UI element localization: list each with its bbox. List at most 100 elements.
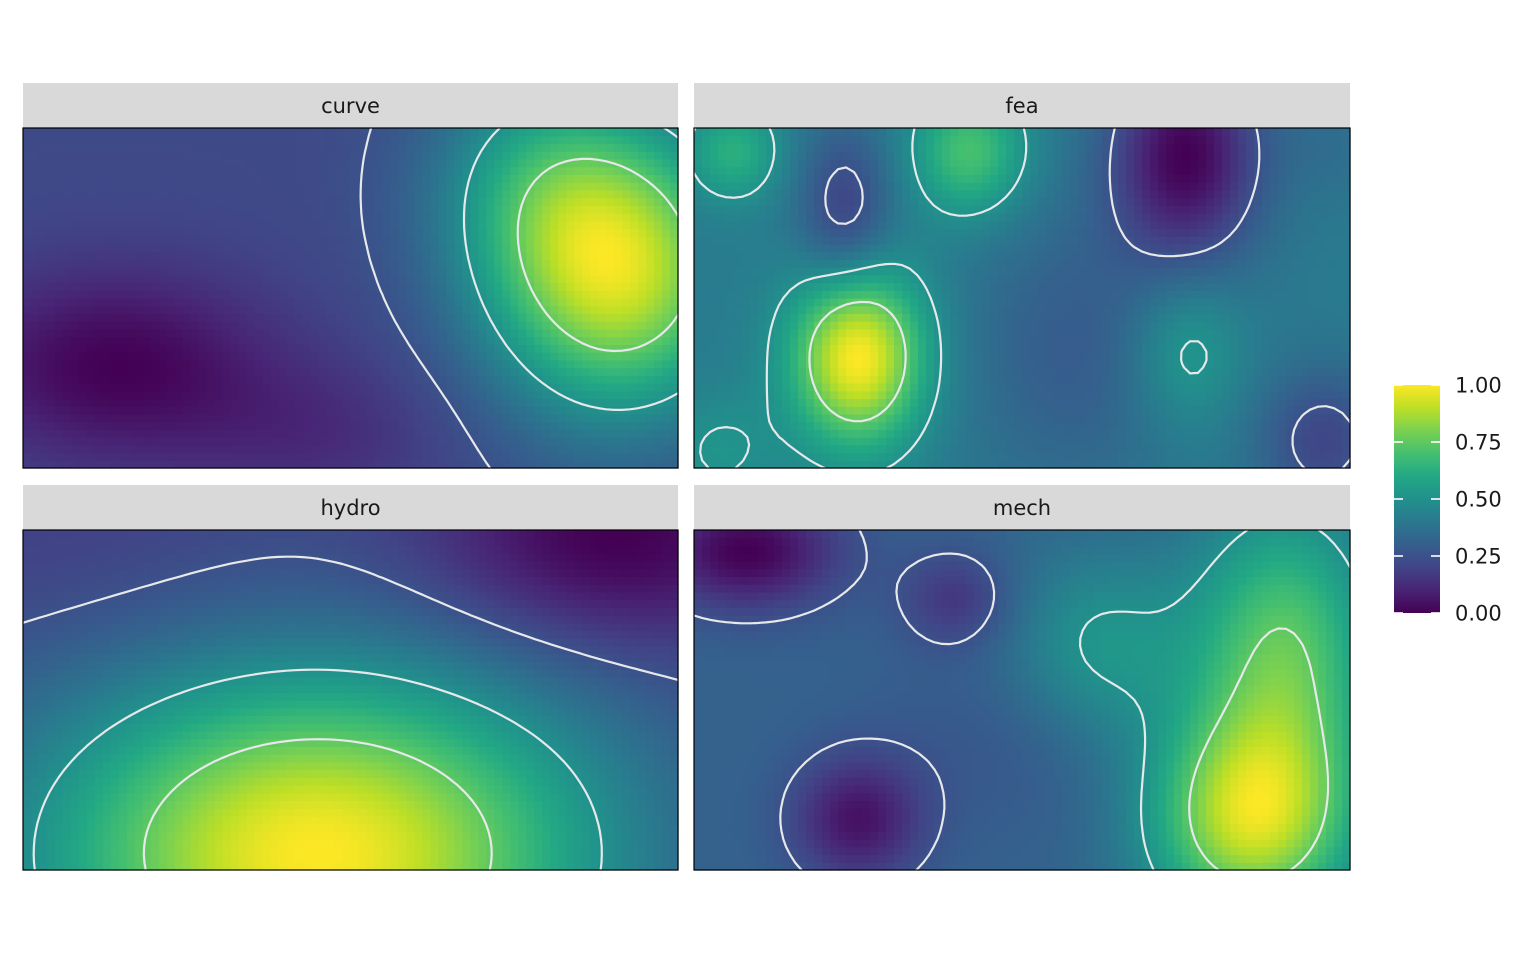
heatmap-tile	[526, 228, 535, 237]
heatmap-tile	[446, 135, 455, 145]
heatmap-tile	[1166, 359, 1175, 369]
heatmap-tile	[486, 259, 495, 268]
heatmap-tile	[494, 228, 503, 237]
heatmap-tile	[198, 135, 208, 145]
heatmap-tile	[38, 213, 48, 222]
heatmap-tile	[734, 367, 743, 376]
heatmap-tile	[126, 298, 136, 307]
heatmap-tile	[550, 336, 559, 345]
heatmap-tile	[1150, 406, 1159, 415]
heatmap-tile	[86, 406, 96, 415]
heatmap-tile	[422, 135, 431, 145]
heatmap-tile	[94, 251, 104, 260]
heatmap-tile	[598, 367, 607, 376]
heatmap-tile	[390, 259, 400, 268]
heatmap-tile	[550, 406, 559, 415]
heatmap-tile	[1142, 359, 1151, 369]
heatmap-tile	[46, 352, 56, 361]
heatmap-tile	[598, 421, 607, 430]
heatmap-tile	[438, 251, 447, 260]
heatmap-tile	[310, 251, 320, 260]
heatmap-tile	[78, 429, 88, 438]
heatmap-tile	[46, 189, 56, 199]
heatmap-tile	[262, 444, 272, 454]
heatmap-tile	[1286, 460, 1295, 469]
heatmap-tile	[222, 406, 232, 415]
heatmap-tile	[862, 398, 871, 407]
heatmap-tile	[310, 444, 320, 454]
heatmap-tile	[646, 189, 655, 199]
heatmap-tile	[1254, 344, 1263, 353]
strip-background	[694, 83, 1350, 128]
heatmap-tile	[1286, 344, 1295, 353]
heatmap-tile	[358, 182, 368, 191]
heatmap-tile	[198, 367, 208, 376]
heatmap-tile	[126, 243, 136, 253]
heatmap-tile	[398, 444, 408, 454]
heatmap-tile	[294, 128, 304, 137]
heatmap-tile	[174, 174, 184, 183]
heatmap-tile	[1342, 429, 1351, 438]
heatmap-tile	[390, 313, 400, 322]
heatmap-tile	[302, 158, 312, 168]
heatmap-tile	[630, 390, 639, 400]
heatmap-tile	[430, 375, 439, 384]
heatmap-tile	[270, 166, 280, 175]
heatmap-tile	[438, 398, 447, 407]
heatmap-tile	[462, 298, 471, 307]
heatmap-tile	[70, 220, 80, 230]
heatmap-tile	[262, 437, 272, 446]
heatmap-tile	[542, 437, 551, 446]
heatmap-tile	[854, 429, 863, 438]
heatmap-tile	[422, 267, 431, 276]
heatmap-tile	[166, 259, 176, 268]
heatmap-tile	[574, 359, 583, 369]
heatmap-tile	[1102, 344, 1111, 353]
heatmap-tile	[350, 282, 360, 291]
heatmap-tile	[542, 267, 551, 276]
heatmap-tile	[558, 243, 567, 253]
heatmap-tile	[1190, 375, 1199, 384]
heatmap-tile	[30, 213, 40, 222]
heatmap-tile	[566, 290, 575, 299]
heatmap-tile	[422, 128, 431, 137]
heatmap-tile	[294, 375, 304, 384]
heatmap-tile	[1078, 444, 1087, 454]
heatmap-tile	[198, 352, 208, 361]
heatmap-tile	[494, 460, 503, 469]
heatmap-tile	[582, 437, 591, 446]
heatmap-tile	[262, 375, 272, 384]
heatmap-tile	[454, 344, 463, 353]
heatmap-tile	[1094, 367, 1103, 376]
heatmap-tile	[326, 444, 336, 454]
heatmap-tile	[670, 413, 679, 423]
heatmap-tile	[638, 398, 647, 407]
heatmap-tile	[294, 274, 304, 284]
heatmap-tile	[862, 460, 871, 469]
heatmap-tile	[486, 282, 495, 291]
heatmap-tile	[230, 321, 240, 330]
heatmap-tile	[710, 444, 719, 454]
heatmap-tile	[374, 220, 384, 230]
heatmap-tile	[670, 290, 679, 299]
heatmap-tile	[670, 429, 679, 438]
heatmap-tile	[582, 367, 591, 376]
heatmap-tile	[854, 383, 863, 392]
heatmap-tile	[798, 460, 807, 469]
heatmap-tile	[70, 166, 80, 175]
heatmap-tile	[334, 321, 344, 330]
heatmap-tile	[590, 313, 599, 322]
heatmap-tile	[1030, 352, 1039, 361]
heatmap-tile	[46, 151, 56, 160]
heatmap-tile	[150, 413, 160, 423]
heatmap-tile	[1158, 444, 1167, 454]
heatmap-tile	[1198, 444, 1207, 454]
heatmap-tile	[558, 298, 567, 307]
heatmap-tile	[1278, 359, 1287, 369]
heatmap-tile	[118, 406, 128, 415]
heatmap-tile	[1334, 421, 1343, 430]
heatmap-tile	[198, 166, 208, 175]
heatmap-tile	[206, 182, 216, 191]
heatmap-tile	[374, 429, 384, 438]
heatmap-tile	[558, 290, 567, 299]
